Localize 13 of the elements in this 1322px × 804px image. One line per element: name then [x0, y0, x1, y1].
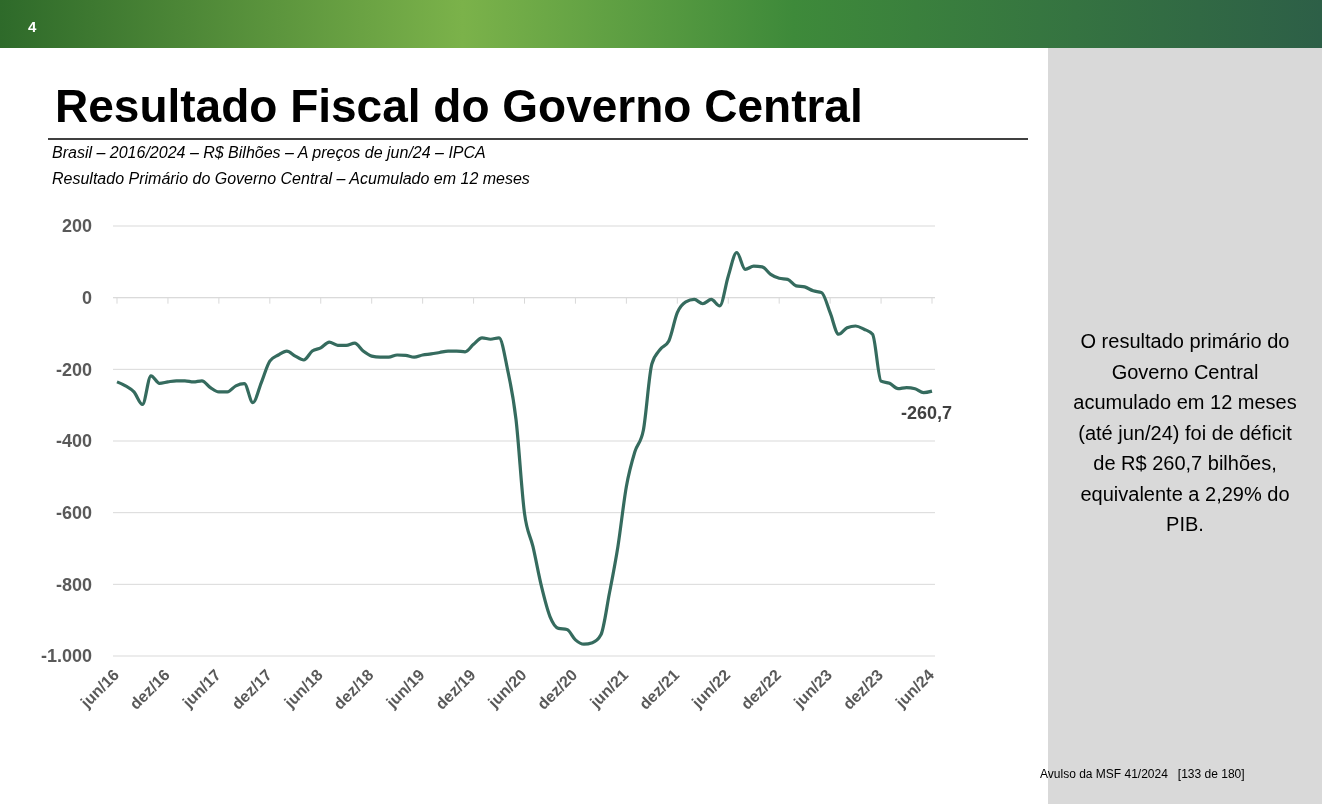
y-tick-label: -800 [55, 574, 92, 595]
y-tick-label: -200 [55, 359, 92, 380]
y-tick-label: -600 [55, 502, 92, 523]
y-tick-label: 200 [61, 216, 92, 237]
chart-subtitle: Brasil – 2016/2024 – R$ Bilhões – A preços de jun/24 – IPCA Resultado Primário do Governo Central – Acumulado em 12 meses [52, 144, 530, 187]
y-tick-label: -1.000 [40, 646, 92, 667]
text: 4 [28, 18, 37, 35]
data-label: -260,7 [900, 403, 952, 424]
y-tick-label: 0 [81, 287, 92, 308]
y-tick-label: -400 [55, 431, 92, 452]
chart-title: Resultado Fiscal do Governo Central [55, 80, 863, 132]
text: Avulso da MSF 41/2024 [133 de 180] [1040, 767, 1245, 781]
text: O resultado primário do Governo Central acumulado em 12 meses (até jun/24) foi de déficit de R$ 260,7 bilhões, equivalente a 2,29% do PIB. [1073, 330, 1297, 535]
